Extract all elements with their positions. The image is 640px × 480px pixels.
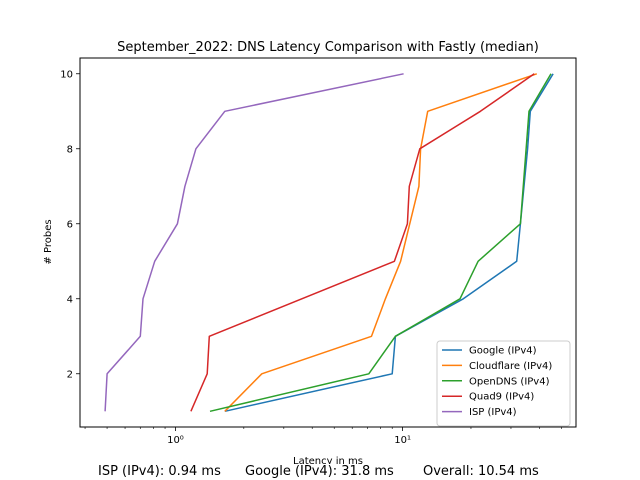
series-line-0 <box>224 73 554 413</box>
series-line-3 <box>190 73 535 412</box>
legend: Google (IPv4) Cloudflare (IPv4) OpenDNS (I… <box>436 340 571 427</box>
chart-title: September_2022: DNS Latency Comparison w… <box>117 40 539 55</box>
footer-google-median: Google (IPv4): 31.8 ms <box>245 464 394 479</box>
y-tick-label-0: 2 <box>67 369 73 380</box>
x-tick-label-1: 10¹ <box>394 435 411 446</box>
series-line-4 <box>104 73 404 412</box>
y-axis-label: # Probes <box>43 219 54 264</box>
legend-label-2: OpenDNS (IPv4) <box>469 376 550 387</box>
legend-label-1: Cloudflare (IPv4) <box>469 361 552 372</box>
legend-box <box>436 340 571 427</box>
series-line-2 <box>209 73 552 413</box>
legend-label-3: Quad9 (IPv4) <box>469 392 534 403</box>
footer-overall-median: Overall: 10.54 ms <box>423 464 539 479</box>
y-tick-label-1: 4 <box>67 294 73 305</box>
y-tick-label-4: 10 <box>60 69 73 80</box>
legend-label-0: Google (IPv4) <box>469 346 537 357</box>
legend-label-4: ISP (IPv4) <box>469 407 517 418</box>
plot-frame <box>79 57 577 428</box>
y-tick-label-2: 6 <box>67 219 73 230</box>
summary-footer: ISP (IPv4): 0.94 ms Google (IPv4): 31.8 … <box>0 464 640 480</box>
x-axis-label: Latency in ms <box>293 456 363 464</box>
chart: September_2022: DNS Latency Comparison w… <box>43 40 577 464</box>
footer-isp-median: ISP (IPv4): 0.94 ms <box>98 464 221 479</box>
series-line-1 <box>224 73 538 412</box>
y-tick-label-3: 8 <box>67 144 73 155</box>
x-tick-label-0: 10⁰ <box>167 435 184 446</box>
